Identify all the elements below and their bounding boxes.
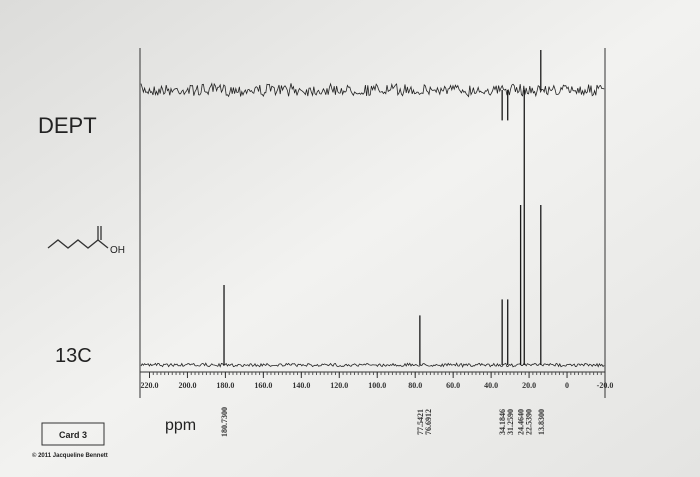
x-axis-label: ppm [165, 417, 196, 434]
peak-label: 77.5421 [416, 409, 425, 435]
x-tick-label: 0 [565, 381, 569, 390]
copyright: © 2011 Jacqueline Bennett [32, 452, 108, 459]
x-tick-label: 80.0 [408, 381, 422, 390]
peak-label: 13.8300 [537, 409, 546, 435]
x-tick-label: 220.0 [140, 381, 158, 390]
peak-label: 76.6912 [424, 409, 433, 435]
x-tick-label: 100.0 [368, 381, 386, 390]
c13-label: 13C [55, 345, 92, 367]
peak-label: 22.5390 [525, 409, 534, 435]
peak-label: 24.4640 [517, 409, 526, 435]
molecule [47, 226, 109, 249]
card-box [41, 422, 105, 446]
x-tick-label: 200.0 [178, 381, 196, 390]
molecule-label: OH [110, 245, 125, 256]
x-tick-label: 160.0 [254, 381, 272, 390]
x-tick-label: 40.0 [484, 381, 498, 390]
dept-label: DEPT [38, 113, 97, 138]
x-tick-label: 180.0 [216, 381, 234, 390]
peak-label: 34.1846 [498, 409, 507, 435]
x-tick-label: 140.0 [292, 381, 310, 390]
x-tick-label: 20.0 [522, 381, 536, 390]
card-label: Card 3 [59, 430, 87, 440]
x-tick-label: -20.0 [597, 381, 614, 390]
x-tick-label: 120.0 [330, 381, 348, 390]
peak-label: 31.2590 [506, 409, 515, 435]
peak-label: 180.7300 [220, 407, 229, 437]
c13-noise [140, 362, 605, 368]
dept-noise [140, 82, 605, 98]
x-tick-label: 60.0 [446, 381, 460, 390]
